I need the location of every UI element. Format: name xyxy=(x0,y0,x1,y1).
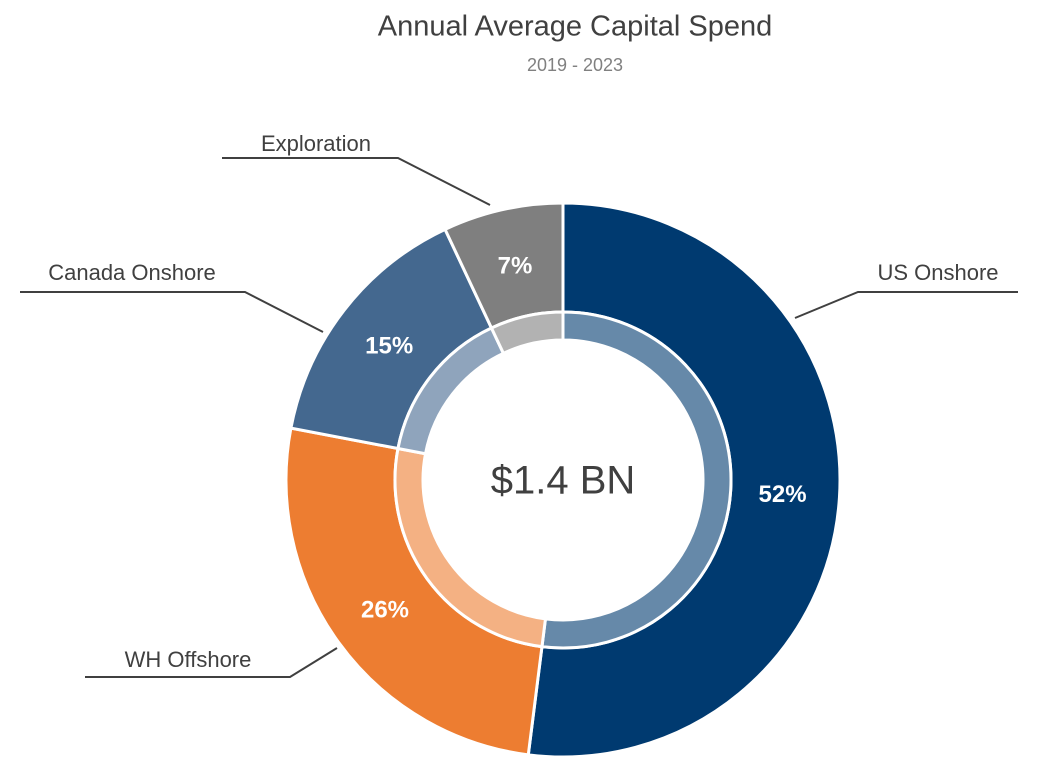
value-label: 26% xyxy=(361,597,409,624)
category-label: Exploration xyxy=(261,131,371,156)
category-label: US Onshore xyxy=(877,260,998,285)
value-label: 15% xyxy=(365,333,413,360)
category-label: WH Offshore xyxy=(125,647,252,672)
leader-line xyxy=(794,291,1018,319)
value-label: 7% xyxy=(498,253,533,280)
leader-line xyxy=(20,291,324,333)
leader-line xyxy=(85,647,338,678)
chart-title: Annual Average Capital Spend xyxy=(378,11,773,43)
category-label: Canada Onshore xyxy=(48,260,216,285)
leader-line xyxy=(222,157,491,206)
slice-inner-band xyxy=(489,310,565,356)
value-label: 52% xyxy=(759,481,807,508)
center-label: $1.4 BN xyxy=(491,459,636,503)
chart-subtitle: 2019 - 2023 xyxy=(527,55,623,75)
